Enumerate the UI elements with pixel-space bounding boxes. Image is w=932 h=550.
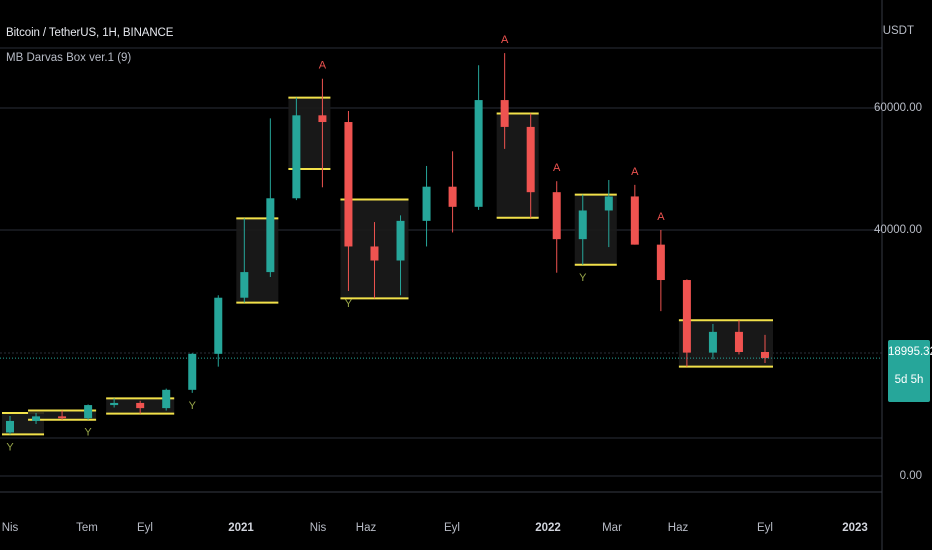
y-tick-60000: 60000.00	[874, 102, 922, 114]
candle-up	[422, 186, 431, 221]
sell-signal-label: A	[657, 211, 665, 223]
candle-up	[110, 402, 119, 406]
x-tick-tem-2020: Tem	[76, 522, 98, 534]
x-tick-eyl-2020: Eyl	[137, 522, 153, 534]
buy-signal-label: Y	[84, 427, 92, 439]
candle-down	[552, 192, 561, 240]
candle-up	[708, 331, 717, 353]
sell-signal-label: A	[553, 162, 561, 174]
sell-signal-label: A	[501, 34, 509, 46]
candle-up	[32, 416, 41, 421]
candle-up	[188, 353, 197, 390]
buy-signal-label: Y	[189, 400, 197, 412]
buy-signal-label: Y	[345, 298, 353, 310]
darvas-box	[678, 320, 773, 367]
price-axis[interactable]: USDT 60000.00 40000.00 0.00	[874, 0, 932, 550]
candle-down	[136, 402, 145, 409]
candle-up	[214, 297, 223, 354]
candle-up	[578, 210, 587, 240]
x-tick-nis-2020: Nis	[1, 522, 19, 534]
candle-down	[500, 100, 509, 127]
x-tick-2023: 2023	[842, 522, 868, 534]
currency-label: USDT	[882, 25, 914, 37]
candle-down	[318, 115, 327, 123]
candle-up	[6, 420, 14, 433]
last-price: 18995.32	[888, 346, 932, 358]
y-tick-0: 0.00	[899, 470, 922, 482]
candle-down	[761, 352, 769, 359]
candle-up	[292, 115, 301, 199]
symbol-title[interactable]: Bitcoin / TetherUS, 1H, BINANCE	[6, 27, 174, 39]
x-tick-nis-2021: Nis	[309, 522, 327, 534]
candle-up	[162, 389, 171, 409]
x-tick-haz-2021: Haz	[355, 522, 377, 534]
x-tick-haz-2022: Haz	[667, 522, 689, 534]
candle-down	[58, 416, 67, 419]
x-tick-2022: 2022	[535, 522, 561, 534]
candle-up	[396, 220, 405, 261]
candle-up	[474, 100, 483, 207]
buy-signal-label: Y	[579, 272, 587, 284]
candle-up	[240, 272, 249, 298]
y-tick-40000: 40000.00	[874, 224, 922, 236]
candle-up	[84, 405, 93, 419]
candle-down	[370, 246, 379, 261]
x-tick-eyl-2021: Eyl	[444, 522, 460, 534]
x-tick-2021: 2021	[228, 522, 254, 534]
candle-up	[604, 196, 613, 211]
candle-down	[526, 126, 535, 193]
buy-signal-label: Y	[6, 441, 14, 453]
candle-down	[630, 196, 639, 245]
candle-up	[266, 198, 275, 273]
candle-down	[344, 122, 353, 247]
indicator-title[interactable]: MB Darvas Box ver.1 (9)	[6, 52, 132, 64]
sell-signal-label: A	[631, 166, 639, 178]
last-price-tag: 18995.32 5d 5h	[888, 340, 932, 402]
candle-down	[734, 331, 743, 352]
candle-down	[682, 280, 691, 353]
x-tick-eyl-2022: Eyl	[757, 522, 773, 534]
sell-signal-label: A	[319, 60, 327, 72]
candle-down	[448, 186, 457, 207]
bar-countdown: 5d 5h	[894, 374, 924, 386]
candle-down	[656, 244, 665, 281]
x-tick-mar-2022: Mar	[602, 522, 622, 534]
